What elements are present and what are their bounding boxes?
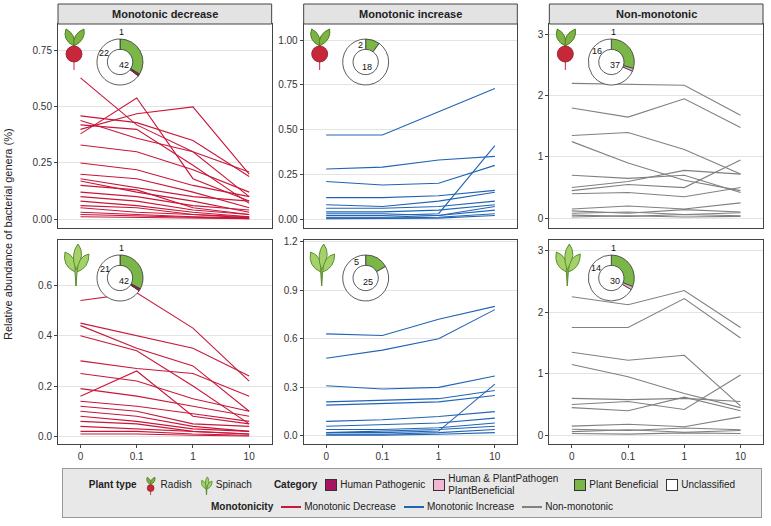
- html-text:Human Pathogenic: Human Pathogenic: [340, 479, 426, 490]
- svg-text:1: 1: [538, 368, 544, 379]
- svg-text:Relative abundance of bacteria: Relative abundance of bacterial genera (…: [2, 128, 14, 340]
- svg-text:0: 0: [323, 451, 329, 462]
- svg-text:0.6: 0.6: [284, 333, 298, 344]
- svg-text:0.25: 0.25: [33, 157, 53, 168]
- svg-text:1: 1: [119, 243, 124, 253]
- svg-text:3: 3: [538, 245, 544, 256]
- svg-text:37: 37: [610, 60, 620, 70]
- svg-text:2: 2: [538, 307, 544, 318]
- svg-text:16: 16: [592, 46, 602, 56]
- svg-text:0.0: 0.0: [38, 431, 52, 442]
- html-text:Plant type: Plant type: [88, 479, 137, 490]
- svg-text:1: 1: [611, 27, 616, 37]
- svg-text:1.2: 1.2: [284, 236, 298, 247]
- svg-text:0.4: 0.4: [38, 330, 52, 341]
- svg-text:22: 22: [99, 48, 109, 58]
- html-text:Spinach: Spinach: [215, 479, 252, 490]
- svg-text:0: 0: [78, 451, 84, 462]
- svg-text:0.6: 0.6: [38, 280, 52, 291]
- svg-text:1: 1: [682, 451, 688, 462]
- svg-text:0.1: 0.1: [130, 451, 144, 462]
- svg-text:0.9: 0.9: [284, 285, 298, 296]
- html-text:Monotonic Increase: Monotonic Increase: [426, 501, 515, 512]
- svg-text:42: 42: [119, 276, 129, 286]
- svg-text:0.75: 0.75: [278, 79, 298, 90]
- svg-text:30: 30: [610, 276, 620, 286]
- svg-text:5: 5: [354, 257, 359, 267]
- svg-text:1: 1: [611, 243, 616, 253]
- svg-text:2: 2: [358, 40, 363, 50]
- svg-text:21: 21: [100, 264, 110, 274]
- html-text:Plant Beneficial: Plant Beneficial: [589, 479, 659, 490]
- svg-text:1: 1: [119, 27, 124, 37]
- svg-text:0.75: 0.75: [33, 45, 53, 56]
- svg-text:0.50: 0.50: [278, 124, 298, 135]
- svg-text:0: 0: [569, 451, 575, 462]
- svg-text:1.00: 1.00: [278, 35, 298, 46]
- html-text:Category: Category: [273, 479, 318, 490]
- svg-text:0.00: 0.00: [278, 214, 298, 225]
- svg-text:0.1: 0.1: [621, 451, 635, 462]
- svg-text:0.00: 0.00: [33, 214, 53, 225]
- svg-text:Monotonic decrease: Monotonic decrease: [112, 8, 218, 20]
- html-text:Radish: Radish: [160, 479, 192, 490]
- svg-text:10: 10: [735, 451, 747, 462]
- html-text:Unclassified: Unclassified: [681, 479, 736, 490]
- svg-text:14: 14: [591, 263, 601, 273]
- svg-text:0.25: 0.25: [278, 169, 298, 180]
- html-text:Human & PlantPathogen PlantBen: Human & PlantPathogen PlantBeneficial: [448, 473, 559, 496]
- svg-text:Monotonic increase: Monotonic increase: [359, 8, 462, 20]
- svg-text:0.50: 0.50: [33, 101, 53, 112]
- svg-text:10: 10: [489, 451, 501, 462]
- html-text:Monotonicity: Monotonicity: [211, 501, 274, 512]
- svg-text:0.1: 0.1: [375, 451, 389, 462]
- svg-text:0: 0: [538, 213, 544, 224]
- html-text:Non-monotonic: Non-monotonic: [545, 501, 613, 512]
- svg-text:1: 1: [190, 451, 196, 462]
- svg-text:Non-monotonic: Non-monotonic: [616, 8, 697, 20]
- svg-text:0.2: 0.2: [38, 381, 52, 392]
- svg-text:0.0: 0.0: [284, 430, 298, 441]
- svg-text:1: 1: [538, 151, 544, 162]
- html-text:Monotonic Decrease: Monotonic Decrease: [304, 501, 396, 512]
- svg-text:1: 1: [436, 451, 442, 462]
- svg-text:3: 3: [538, 29, 544, 40]
- svg-text:42: 42: [119, 60, 129, 70]
- svg-text:25: 25: [363, 277, 373, 287]
- svg-text:0.3: 0.3: [284, 382, 298, 393]
- svg-text:2: 2: [538, 90, 544, 101]
- svg-text:18: 18: [362, 62, 372, 72]
- svg-text:10: 10: [244, 451, 256, 462]
- svg-text:0: 0: [538, 430, 544, 441]
